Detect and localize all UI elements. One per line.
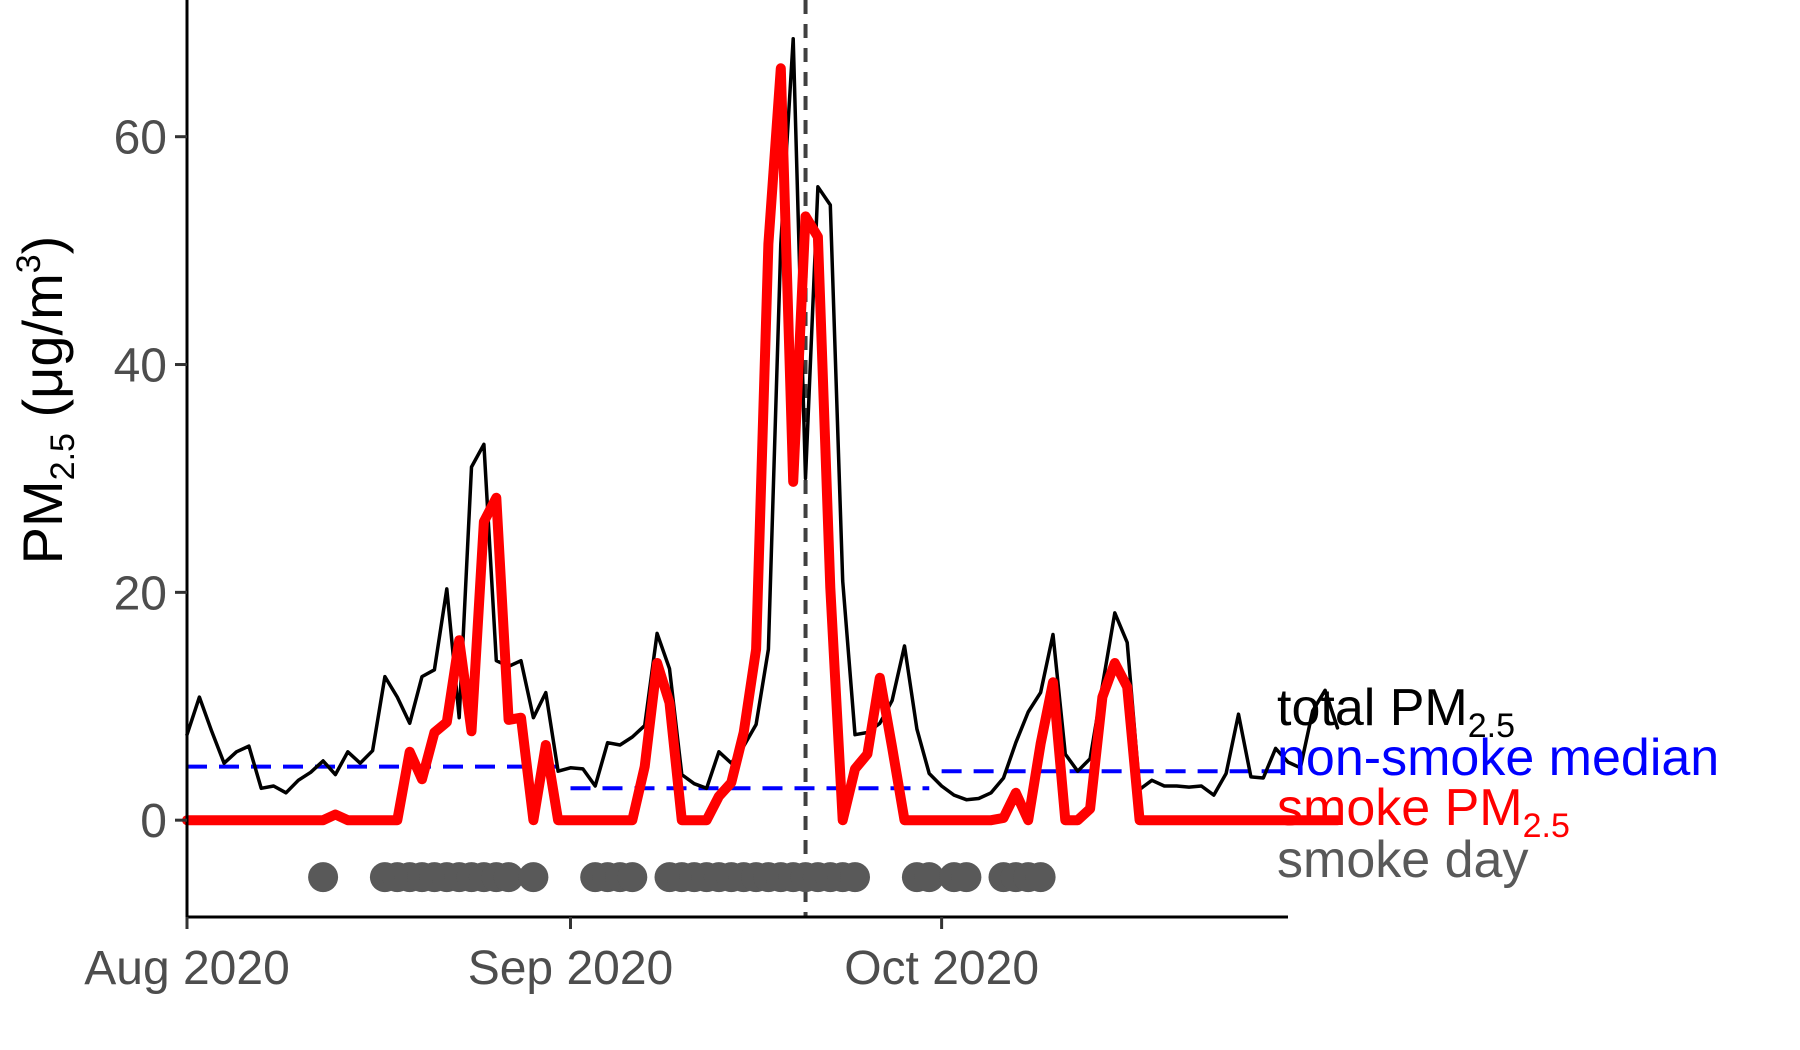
legend-text: non-smoke median — [1277, 729, 1719, 787]
smoke-day-dot — [914, 862, 945, 893]
y-title-subscript: 2.5 — [44, 433, 82, 480]
y-title-prefix: PM — [11, 480, 74, 564]
smoke-day-dot — [308, 862, 339, 893]
y-tick-label: 40 — [114, 340, 167, 393]
y-title-unit-open: ( — [11, 399, 74, 434]
x-ticks: Aug 2020 Sep 2020 Oct 2020 — [84, 917, 1039, 995]
smoke-day-dot — [493, 862, 524, 893]
x-tick-label: Sep 2020 — [468, 942, 674, 995]
legend-text: smoke PM — [1277, 779, 1523, 837]
y-title-unit-mu: μ — [11, 367, 74, 399]
legend-label-smoke: smoke PM2.5 — [1277, 779, 1570, 845]
smoke-day-dots — [308, 862, 1056, 893]
y-ticks: 0 20 40 60 — [114, 112, 187, 848]
total-pm25-line — [185, 36, 1340, 802]
smoke-day-dot — [951, 862, 982, 893]
smoke-day-dot — [617, 862, 648, 893]
legend-label-smokeday: smoke day — [1277, 831, 1528, 889]
smoke-day-dot — [1025, 862, 1056, 893]
legend-label-total: total PM2.5 — [1277, 679, 1515, 745]
y-tick-label: 60 — [114, 112, 167, 165]
x-tick-label: Oct 2020 — [844, 942, 1039, 995]
y-title-unit-close: ) — [11, 236, 74, 255]
y-axis-title: PM2.5 (μg/m3) — [10, 236, 82, 565]
legend-text: total PM — [1277, 679, 1468, 737]
median-lines — [187, 764, 1288, 791]
y-tick-label: 0 — [140, 795, 167, 848]
plot-area — [182, 0, 1343, 917]
axes: 0 20 40 60 Aug 2020 Sep 2020 Oct 2020 — [84, 0, 1288, 995]
legend-subscript: 2.5 — [1523, 807, 1570, 845]
y-tick-label: 20 — [114, 567, 167, 620]
y-title-unit-sup: 3 — [10, 254, 48, 273]
x-tick-label: Aug 2020 — [84, 942, 290, 995]
legend-text: smoke day — [1277, 831, 1528, 889]
smoke-day-dot — [518, 862, 549, 893]
smoke-pm25-line — [182, 63, 1343, 826]
legend-label-median: non-smoke median — [1277, 729, 1719, 787]
smoke-day-dot — [840, 862, 870, 893]
y-title-unit-rest: g/m — [11, 273, 74, 366]
legend-subscript: 2.5 — [1468, 707, 1515, 745]
series-lines — [182, 36, 1343, 826]
